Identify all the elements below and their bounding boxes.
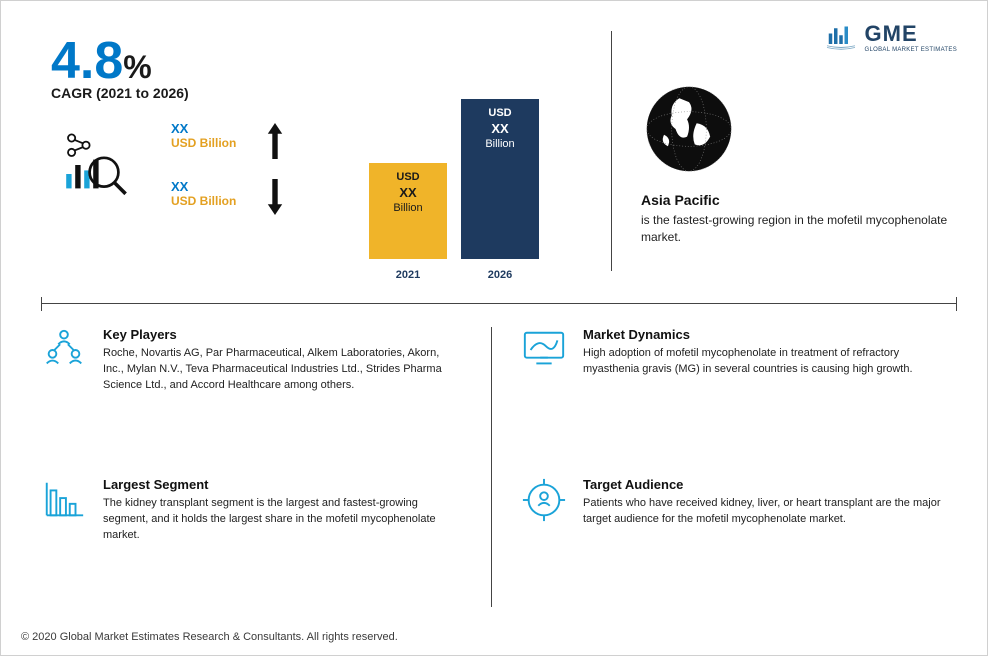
stat-high: XX USD Billion bbox=[171, 121, 236, 150]
cagr-percent: % bbox=[123, 49, 151, 85]
key-players-body: Roche, Novartis AG, Par Pharmaceutical, … bbox=[103, 346, 461, 394]
cell-market-dynamics: Market Dynamics High adoption of mofetil… bbox=[521, 327, 941, 378]
largest-segment-title: Largest Segment bbox=[103, 477, 461, 492]
vertical-divider-bottom bbox=[491, 327, 492, 607]
arrow-up-icon bbox=[266, 121, 284, 161]
stat-low-unit: USD Billion bbox=[171, 194, 236, 208]
cell-key-players: Key Players Roche, Novartis AG, Par Phar… bbox=[41, 327, 461, 394]
stat-high-unit: USD Billion bbox=[171, 136, 236, 150]
people-icon bbox=[41, 327, 89, 378]
logo-text: GME bbox=[865, 21, 957, 47]
target-audience-body: Patients who have received kidney, liver… bbox=[583, 496, 941, 528]
globe-icon bbox=[641, 81, 737, 177]
cell-target-audience: Target Audience Patients who have receiv… bbox=[521, 477, 941, 528]
market-dynamics-title: Market Dynamics bbox=[583, 327, 941, 342]
region-subtitle: is the fastest-growing region in the mof… bbox=[641, 212, 961, 246]
bar-2026: USD XX Billion bbox=[461, 99, 539, 259]
target-audience-title: Target Audience bbox=[583, 477, 941, 492]
analytics-icon bbox=[59, 129, 131, 206]
cagr-value: 4.8 bbox=[51, 32, 123, 90]
bar-unit: Billion bbox=[461, 138, 539, 150]
vertical-divider-top bbox=[611, 31, 612, 271]
largest-segment-body: The kidney transplant segment is the lar… bbox=[103, 496, 461, 544]
bar-value: XX bbox=[461, 121, 539, 136]
bar-value: XX bbox=[369, 185, 447, 200]
bar-year-label: 2021 bbox=[369, 269, 447, 281]
stat-low: XX USD Billion bbox=[171, 179, 236, 208]
horizontal-divider bbox=[41, 297, 957, 311]
target-icon bbox=[521, 477, 569, 528]
cell-largest-segment: Largest Segment The kidney transplant se… bbox=[41, 477, 461, 544]
bar-2021: USD XX Billion bbox=[369, 163, 447, 259]
cagr-block: 4.8% CAGR (2021 to 2026) bbox=[51, 31, 189, 101]
market-dynamics-body: High adoption of mofetil mycophenolate i… bbox=[583, 346, 941, 378]
market-size-bar-chart: USD XX Billion 2021 USD XX Billion 2026 bbox=[361, 91, 561, 281]
key-players-title: Key Players bbox=[103, 327, 461, 342]
logo-icon bbox=[823, 23, 859, 51]
bar-year-label: 2026 bbox=[461, 269, 539, 281]
bar-unit: Billion bbox=[369, 202, 447, 214]
copyright-text: © 2020 Global Market Estimates Research … bbox=[21, 631, 398, 643]
stat-low-value: XX bbox=[171, 179, 236, 194]
stat-high-value: XX bbox=[171, 121, 236, 136]
monitor-chart-icon bbox=[521, 327, 569, 378]
cagr-label: CAGR (2021 to 2026) bbox=[51, 85, 189, 101]
arrow-down-icon bbox=[266, 177, 284, 217]
bar-top-label: USD bbox=[369, 171, 447, 183]
brand-logo: GME GLOBAL MARKET ESTIMATES bbox=[823, 21, 957, 53]
bar-top-label: USD bbox=[461, 107, 539, 119]
region-block: Asia Pacific is the fastest-growing regi… bbox=[641, 81, 961, 246]
logo-subtext: GLOBAL MARKET ESTIMATES bbox=[865, 47, 957, 53]
region-title: Asia Pacific bbox=[641, 192, 961, 208]
bar-chart-icon bbox=[41, 477, 89, 528]
